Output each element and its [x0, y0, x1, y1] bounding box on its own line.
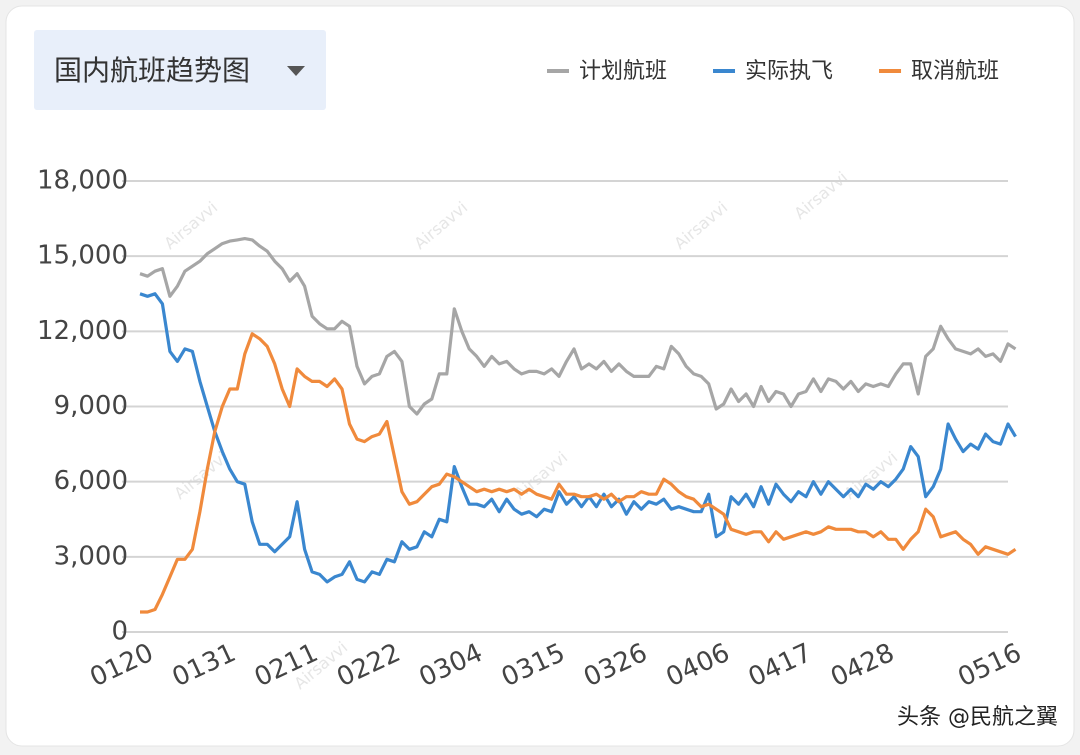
dropdown-arrow: [287, 66, 305, 76]
y-tick-label: 6,000: [54, 466, 128, 496]
y-tick-label: 0: [111, 617, 128, 647]
title-dropdown[interactable]: 国内航班趋势图: [34, 30, 326, 110]
footer: 头条 @民航之翼: [897, 705, 1058, 730]
legend-label: 计划航班: [579, 59, 667, 84]
series-line: [139, 292, 1017, 584]
series-line: [140, 332, 1017, 614]
legend-label: 取消航班: [911, 59, 999, 84]
y-tick-label: 18,000: [37, 166, 128, 196]
y-tick-label: 15,000: [37, 241, 128, 271]
dropdown-bg: [34, 30, 326, 110]
legend-label: 实际执飞: [745, 59, 833, 84]
card: [5, 5, 1075, 747]
y-tick-label: 9,000: [54, 391, 128, 421]
y-tick-label: 12,000: [37, 316, 128, 346]
y-tick-label: 3,000: [54, 541, 128, 571]
dropdown-title: 国内航班趋势图: [54, 54, 250, 87]
series-line: [139, 237, 1017, 416]
